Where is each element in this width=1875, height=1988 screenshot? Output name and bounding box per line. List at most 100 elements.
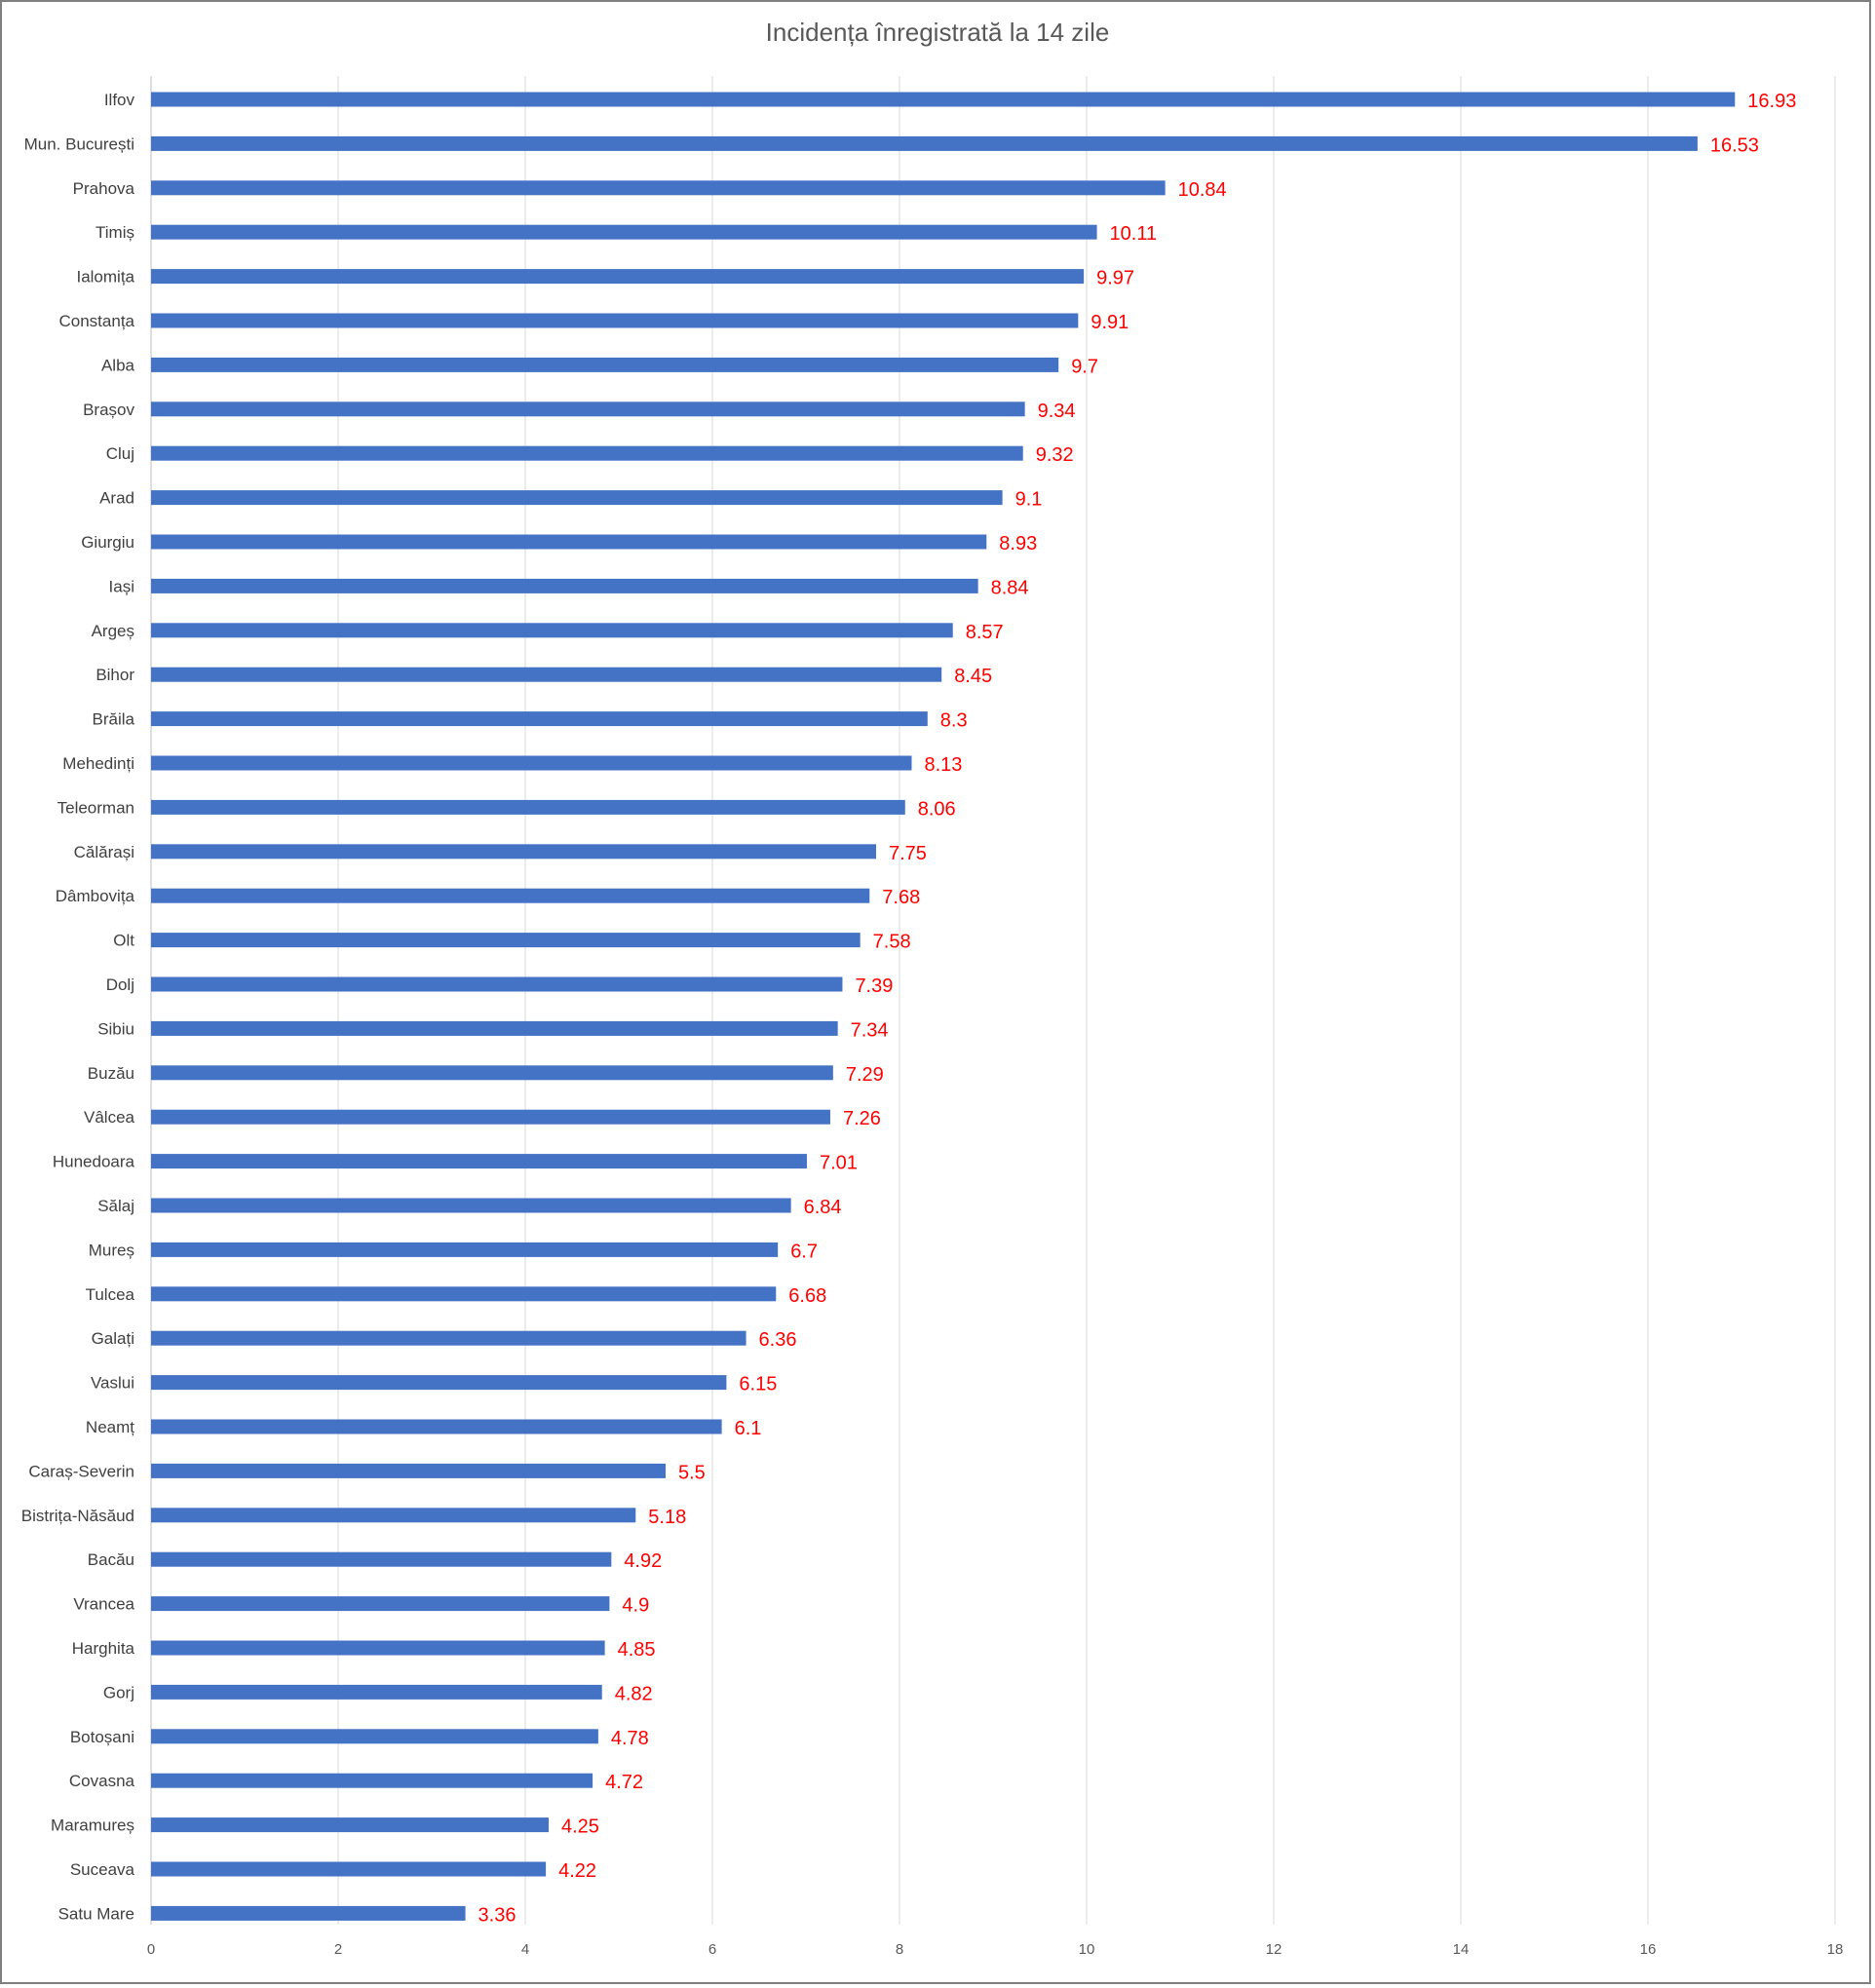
data-label: 8.13 [924,754,962,776]
x-tick-label: 6 [708,1941,716,1958]
data-label: 7.68 [882,887,920,908]
x-tick-label: 14 [1453,1941,1470,1958]
bar [151,578,978,593]
bar [151,180,1166,196]
data-label: 4.78 [611,1728,649,1749]
category-label: Maramureș [51,1816,134,1835]
category-label: Cluj [106,444,134,463]
bar [151,1375,727,1391]
category-label: Buzău [88,1064,134,1083]
category-label: Bistrița-Năsăud [21,1507,134,1525]
bar [151,799,905,815]
data-label: 9.97 [1096,268,1134,289]
category-label: Constanța [59,312,135,330]
bar [151,313,1079,328]
category-label: Dolj [106,975,134,994]
category-label: Harghita [72,1639,135,1658]
bar [151,755,912,771]
bar [151,844,876,860]
data-label: 7.29 [846,1064,884,1086]
bar [151,445,1023,461]
data-label: 3.36 [478,1904,517,1926]
data-label: 5.18 [648,1507,686,1528]
category-label: Satu Mare [58,1904,134,1923]
category-label: Gorj [103,1683,134,1701]
category-label: Botoșani [70,1728,134,1746]
category-label: Alba [101,356,135,374]
data-label: 7.01 [820,1153,858,1174]
category-label: Galați [92,1329,134,1348]
data-label: 6.15 [739,1374,777,1395]
labels: Ilfov 16.93 Mun. București 16.53 Prahova 10.8… [21,91,1797,1926]
data-label: 7.58 [873,932,911,953]
data-label: 7.34 [851,1019,889,1041]
bar [151,1463,666,1478]
category-label: Sibiu [97,1019,134,1038]
x-tick-label: 0 [147,1941,155,1958]
category-label: Argeș [92,622,134,640]
data-label: 4.92 [624,1550,662,1572]
axes: 0 2 4 6 8 10 12 14 16 18 [147,76,1844,1958]
data-label: 6.1 [735,1418,762,1439]
category-label: Sălaj [97,1197,134,1215]
bar [151,534,987,550]
category-label: Neamț [86,1418,134,1436]
data-label: 8.93 [999,533,1037,554]
data-label: 16.53 [1710,134,1759,156]
data-label: 5.5 [678,1462,706,1483]
data-label: 9.34 [1038,401,1076,422]
bar [151,1551,612,1567]
data-label: 8.06 [918,798,956,820]
category-label: Mureș [89,1241,134,1259]
category-label: Brăila [93,710,135,729]
bar [151,1154,807,1169]
category-label: Timiș [96,223,134,242]
category-label: Arad [99,489,134,508]
category-label: Prahova [73,179,135,198]
bar [151,667,942,682]
bar [151,1286,777,1302]
bar [151,490,1003,506]
bar [151,1596,610,1612]
category-label: Suceava [70,1860,135,1879]
category-label: Covasna [69,1772,135,1790]
x-tick-label: 8 [896,1941,903,1958]
category-label: Hunedoara [53,1153,135,1171]
category-label: Ilfov [104,91,135,109]
category-label: Bacău [88,1550,134,1569]
data-label: 6.7 [790,1241,818,1262]
bar [151,1242,779,1257]
category-label: Vâlcea [84,1108,135,1127]
bar [151,933,861,948]
bar [151,92,1736,107]
bar [151,1198,791,1213]
category-label: Iași [109,577,134,595]
x-tick-label: 18 [1827,1941,1844,1958]
x-tick-label: 10 [1079,1941,1095,1958]
data-label: 4.85 [618,1639,656,1661]
data-label: 7.26 [843,1108,881,1129]
category-label: Vrancea [73,1595,134,1614]
bars [151,92,1736,1921]
category-label: Ialomița [76,268,134,287]
data-label: 7.39 [855,975,893,997]
category-label: Mun. București [24,134,134,153]
data-label: 8.45 [954,666,992,687]
bar [151,1817,549,1833]
category-label: Călărași [74,843,134,861]
bar [151,401,1025,417]
data-label: 8.3 [940,710,968,732]
category-label: Brașov [83,401,134,419]
bar [151,1684,602,1700]
category-label: Olt [113,932,134,950]
data-label: 6.68 [788,1285,826,1307]
bar [151,224,1097,240]
data-label: 9.32 [1036,444,1074,466]
bar [151,1508,636,1523]
bar [151,1109,830,1125]
bar [151,1419,722,1434]
data-label: 8.57 [966,622,1004,643]
data-label: 4.72 [605,1772,643,1793]
category-label: Giurgiu [81,533,134,552]
x-tick-label: 12 [1266,1941,1282,1958]
